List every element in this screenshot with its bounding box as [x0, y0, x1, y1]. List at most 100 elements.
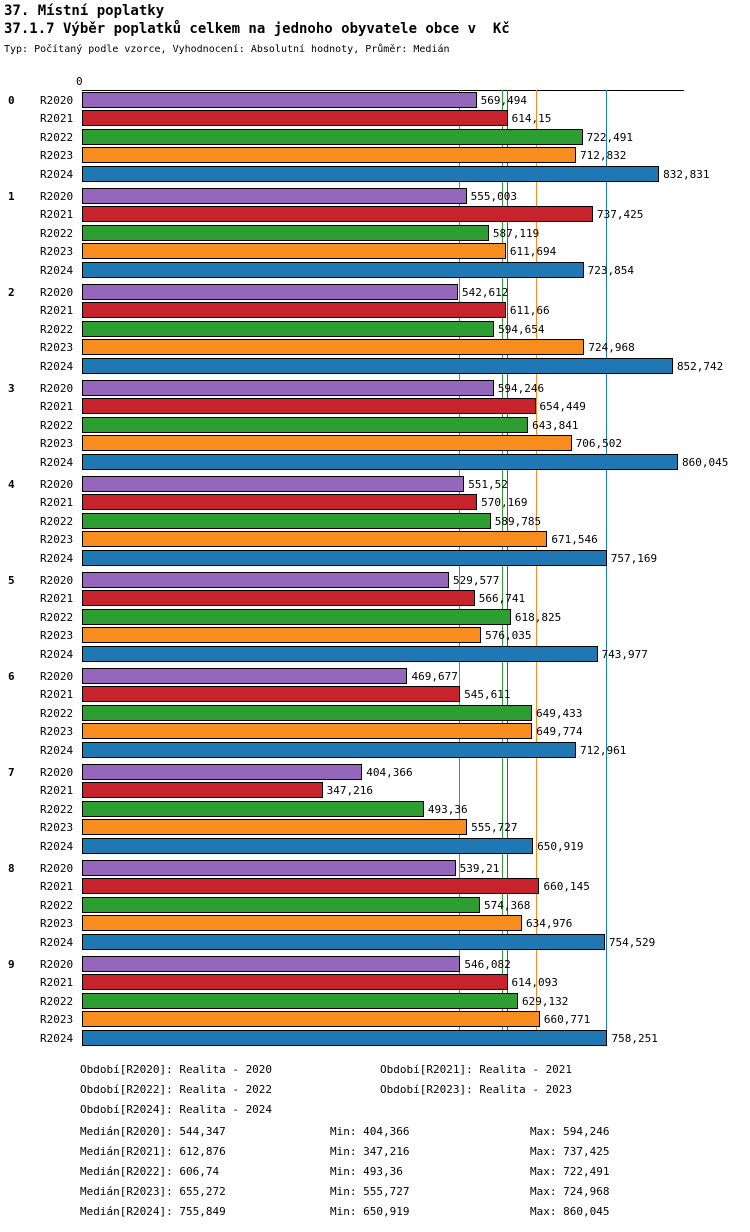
stat-max: Max: 860,045	[530, 1205, 610, 1218]
bar-R2020-group-2	[82, 284, 459, 300]
bar-value-label: 743,977	[601, 647, 648, 661]
bar-series-label: R2023	[40, 149, 74, 163]
group-label: 3	[8, 382, 15, 395]
stat-max: Max: 737,425	[530, 1145, 610, 1158]
bar-value-label: 618,825	[514, 610, 562, 624]
bar-series-label: R2022	[40, 418, 74, 432]
bar-series-label: R2022	[40, 994, 74, 1008]
bar-R2021-group-5	[82, 590, 475, 607]
median-line-R2024	[605, 90, 607, 1046]
bar-R2023-group-4	[82, 531, 548, 548]
bar-value-label: 634,976	[526, 917, 573, 931]
bar-series-label: R2022	[40, 322, 74, 336]
bar-value-label: 493,36	[427, 802, 468, 816]
bar-R2022-group-0	[82, 128, 583, 145]
stat-min: Min: 347,216	[330, 1145, 410, 1158]
stat-min: Min: 555,727	[330, 1185, 410, 1198]
bar-R2020-group-8	[82, 860, 456, 876]
bar-series-label: R2024	[40, 1031, 74, 1045]
bar-value-label: 852,742	[676, 359, 724, 373]
stat-median: Medián[R2021]: 612,876	[80, 1145, 226, 1158]
bar-R2022-group-4	[82, 512, 491, 529]
stat-max: Max: 724,968	[530, 1185, 610, 1198]
bar-R2021-group-8	[82, 878, 540, 895]
bar-series-label: R2021	[40, 496, 74, 510]
bar-value-label: 545,611	[464, 688, 511, 702]
bar-R2021-group-4	[82, 494, 478, 511]
group-label: 8	[8, 862, 15, 875]
bar-value-label: 546,082	[464, 958, 511, 971]
median-line-R2022	[502, 90, 504, 1046]
bar-series-label: R2020	[40, 766, 74, 779]
bar-series-label: R2021	[40, 592, 74, 606]
bar-R2022-group-8	[82, 896, 481, 913]
bar-series-label: R2021	[40, 784, 74, 798]
bar-value-label: 529,577	[452, 574, 500, 587]
bar-R2024-group-6	[82, 741, 577, 758]
bar-value-label: 555,727	[471, 821, 518, 835]
bar-series-label: R2023	[40, 1013, 74, 1027]
bar-R2020-group-7	[82, 764, 363, 780]
bar-R2022-group-6	[82, 704, 533, 721]
stat-min: Min: 650,919	[330, 1205, 410, 1218]
bar-series-label: R2024	[40, 743, 74, 757]
group-label: 7	[8, 766, 15, 779]
bar-R2021-group-6	[82, 686, 461, 703]
stat-min: Min: 404,366	[330, 1125, 410, 1138]
x-axis-zero-label: 0	[76, 75, 83, 88]
stat-median: Medián[R2022]: 606,74	[80, 1165, 220, 1178]
bar-series-label: R2020	[40, 382, 74, 395]
bar-value-label: 671,546	[551, 533, 598, 547]
bar-value-label: 724,968	[588, 341, 635, 355]
bar-R2020-group-9	[82, 956, 461, 972]
bar-value-label: 629,132	[521, 994, 569, 1008]
bar-value-label: 551,52	[468, 478, 508, 491]
bar-R2024-group-2	[82, 357, 673, 374]
bar-R2023-group-0	[82, 147, 576, 164]
bar-value-label: 649,774	[536, 725, 583, 739]
median-line-R2021	[506, 90, 508, 1046]
bar-series-label: R2022	[40, 226, 74, 240]
bar-value-label: 569,494	[480, 94, 527, 107]
bar-value-label: 587,119	[492, 226, 540, 240]
bar-series-label: R2022	[40, 802, 74, 816]
bar-series-label: R2024	[40, 647, 74, 661]
stat-min: Min: 493,36	[330, 1165, 403, 1178]
bar-R2021-group-1	[82, 206, 594, 223]
bar-R2021-group-3	[82, 398, 536, 415]
bar-R2022-group-5	[82, 608, 511, 625]
bar-value-label: 555,003	[470, 190, 517, 203]
bar-R2020-group-1	[82, 188, 467, 204]
bar-R2023-group-3	[82, 435, 572, 452]
group-label: 1	[8, 190, 15, 203]
bar-value-label: 614,15	[511, 112, 552, 126]
bar-R2021-group-0	[82, 110, 508, 127]
bar-R2024-group-3	[82, 453, 678, 470]
stat-max: Max: 722,491	[530, 1165, 610, 1178]
bar-series-label: R2024	[40, 935, 74, 949]
bar-value-label: 737,425	[597, 208, 644, 222]
group-label: 2	[8, 286, 15, 299]
bar-R2020-group-3	[82, 380, 494, 396]
legend-item: Období[R2020]: Realita - 2020	[80, 1063, 273, 1076]
bar-series-label: R2020	[40, 94, 74, 107]
bar-value-label: 594,246	[497, 382, 545, 395]
bar-value-label: 758,251	[611, 1031, 658, 1045]
bar-series-label: R2023	[40, 821, 74, 835]
bar-series-label: R2021	[40, 400, 74, 414]
legend-item: Období[R2024]: Realita - 2024	[80, 1103, 273, 1116]
bar-value-label: 570,169	[481, 496, 528, 510]
bar-value-label: 542,612	[462, 286, 509, 299]
bar-series-label: R2023	[40, 341, 74, 355]
bar-series-label: R2023	[40, 725, 74, 739]
bar-value-label: 712,961	[580, 743, 627, 757]
bar-series-label: R2023	[40, 629, 74, 643]
bar-value-label: 566,741	[478, 592, 526, 606]
bar-value-label: 404,366	[366, 766, 413, 779]
bar-series-label: R2022	[40, 130, 74, 144]
bar-R2022-group-7	[82, 800, 424, 817]
bar-series-label: R2020	[40, 862, 74, 875]
bar-value-label: 860,045	[682, 455, 729, 469]
